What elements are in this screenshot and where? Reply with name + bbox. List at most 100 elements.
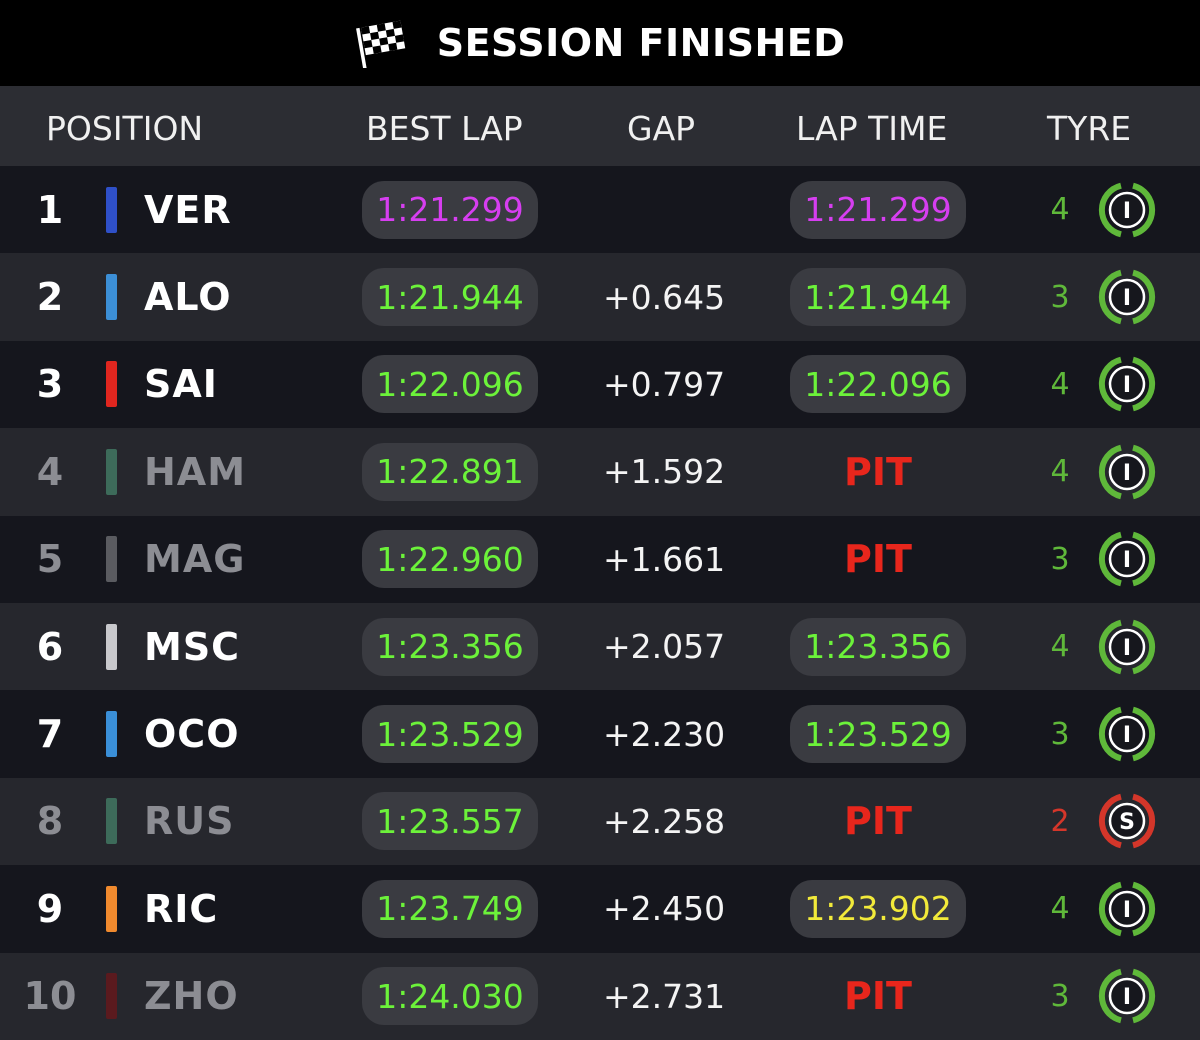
table-row[interactable]: 4 HAM 1:22.891 +1.592 PIT 4 I xyxy=(0,428,1200,516)
gap-to-leader: +2.230 xyxy=(602,714,726,754)
best-lap-time: 1:23.557 xyxy=(362,792,538,851)
header-lap-time: LAP TIME xyxy=(796,109,948,148)
last-lap-time: 1:21.944 xyxy=(790,268,966,327)
best-lap-time: 1:22.891 xyxy=(362,442,538,501)
table-row[interactable]: 5 MAG 1:22.960 +1.661 PIT 3 I xyxy=(0,515,1200,603)
driver-code: VER xyxy=(144,187,232,232)
driver-position: 8 xyxy=(36,799,64,844)
svg-text:I: I xyxy=(1123,461,1131,486)
header-position: POSITION xyxy=(46,109,204,148)
tyre-age: 4 xyxy=(1050,629,1070,665)
svg-text:I: I xyxy=(1123,548,1131,573)
session-banner: SESSION FINISHED xyxy=(0,0,1200,86)
pit-status: PIT xyxy=(844,799,912,844)
table-row[interactable]: 3 SAI 1:22.096 +0.797 1:22.096 4 I xyxy=(0,340,1200,429)
gap-to-leader: +1.661 xyxy=(602,539,726,579)
header-best-lap: BEST LAP xyxy=(366,109,523,148)
intermediate-tyre-icon: I xyxy=(1097,966,1157,1026)
table-row[interactable]: 2 ALO 1:21.944 +0.645 1:21.944 3 I xyxy=(0,253,1200,341)
svg-text:I: I xyxy=(1123,898,1131,923)
table-row[interactable]: 6 MSC 1:23.356 +2.057 1:23.356 4 I xyxy=(0,602,1200,691)
team-color-bar xyxy=(106,274,117,321)
driver-position: 1 xyxy=(36,187,64,232)
tyre-age: 2 xyxy=(1050,803,1070,839)
table-row[interactable]: 7 OCO 1:23.529 +2.230 1:23.529 3 I xyxy=(0,690,1200,778)
gap-to-leader: +0.645 xyxy=(602,277,726,317)
svg-text:I: I xyxy=(1123,199,1131,224)
svg-text:S: S xyxy=(1119,810,1135,835)
svg-text:I: I xyxy=(1123,286,1131,311)
best-lap-time: 1:21.299 xyxy=(362,180,538,239)
table-row[interactable]: 10 ZHO 1:24.030 +2.731 PIT 3 I xyxy=(0,952,1200,1040)
team-color-bar xyxy=(106,361,117,408)
intermediate-tyre-icon: I xyxy=(1097,180,1157,240)
gap-to-leader: +2.258 xyxy=(602,801,726,841)
tyre-age: 4 xyxy=(1050,192,1070,228)
last-lap-time: 1:22.096 xyxy=(790,355,966,414)
session-status-title: SESSION FINISHED xyxy=(436,21,846,65)
intermediate-tyre-icon: I xyxy=(1097,879,1157,939)
best-lap-time: 1:22.960 xyxy=(362,530,538,589)
svg-text:I: I xyxy=(1123,373,1131,398)
table-row[interactable]: 1 VER 1:21.299 1:21.299 4 I xyxy=(0,166,1200,254)
best-lap-time: 1:23.529 xyxy=(362,705,538,764)
tyre-age: 4 xyxy=(1050,366,1070,402)
last-lap-time: 1:21.299 xyxy=(790,180,966,239)
best-lap-time: 1:23.749 xyxy=(362,879,538,938)
intermediate-tyre-icon: I xyxy=(1097,617,1157,677)
svg-text:I: I xyxy=(1123,636,1131,661)
gap-to-leader: +2.450 xyxy=(602,889,726,929)
svg-text:I: I xyxy=(1123,723,1131,748)
team-color-bar xyxy=(106,448,117,495)
tyre-age: 4 xyxy=(1050,454,1070,490)
driver-position: 3 xyxy=(36,362,64,407)
soft-tyre-icon: S xyxy=(1097,791,1157,851)
driver-code: HAM xyxy=(144,449,247,494)
svg-text:I: I xyxy=(1123,985,1131,1010)
driver-position: 2 xyxy=(36,275,64,320)
last-lap-time: 1:23.902 xyxy=(790,879,966,938)
header-gap: GAP xyxy=(627,109,696,148)
team-color-bar xyxy=(106,186,117,233)
table-header: POSITION BEST LAP GAP LAP TIME TYRE xyxy=(0,86,1200,166)
checkered-flag-icon xyxy=(355,20,405,68)
driver-code: OCO xyxy=(144,712,240,757)
gap-to-leader xyxy=(594,166,734,253)
last-lap-time: 1:23.529 xyxy=(790,705,966,764)
driver-code: RIC xyxy=(144,886,219,931)
driver-code: ALO xyxy=(144,275,232,320)
driver-position: 4 xyxy=(36,449,64,494)
driver-code: RUS xyxy=(144,799,235,844)
team-color-bar xyxy=(106,973,117,1020)
table-row[interactable]: 9 RIC 1:23.749 +2.450 1:23.902 4 I xyxy=(0,865,1200,953)
tyre-age: 3 xyxy=(1050,978,1070,1014)
pit-status: PIT xyxy=(844,449,912,494)
team-color-bar xyxy=(106,798,117,845)
pit-status: PIT xyxy=(844,974,912,1019)
driver-code: SAI xyxy=(144,362,218,407)
tyre-age: 3 xyxy=(1050,541,1070,577)
team-color-bar xyxy=(106,711,117,758)
pit-status: PIT xyxy=(844,537,912,582)
driver-position: 9 xyxy=(36,886,64,931)
gap-to-leader: +1.592 xyxy=(602,452,726,492)
team-color-bar xyxy=(106,885,117,932)
intermediate-tyre-icon: I xyxy=(1097,267,1157,327)
driver-position: 7 xyxy=(36,712,64,757)
tyre-age: 4 xyxy=(1050,891,1070,927)
header-tyre: TYRE xyxy=(1047,109,1132,148)
intermediate-tyre-icon: I xyxy=(1097,442,1157,502)
driver-code: MSC xyxy=(144,624,241,669)
table-row[interactable]: 8 RUS 1:23.557 +2.258 PIT 2 S xyxy=(0,777,1200,866)
driver-position: 6 xyxy=(36,624,64,669)
best-lap-time: 1:22.096 xyxy=(362,355,538,414)
tyre-age: 3 xyxy=(1050,716,1070,752)
best-lap-time: 1:21.944 xyxy=(362,268,538,327)
team-color-bar xyxy=(106,536,117,583)
team-color-bar xyxy=(106,623,117,670)
driver-code: ZHO xyxy=(144,974,239,1019)
driver-position: 5 xyxy=(36,537,64,582)
intermediate-tyre-icon: I xyxy=(1097,529,1157,589)
tyre-age: 3 xyxy=(1050,279,1070,315)
gap-to-leader: +0.797 xyxy=(602,364,726,404)
